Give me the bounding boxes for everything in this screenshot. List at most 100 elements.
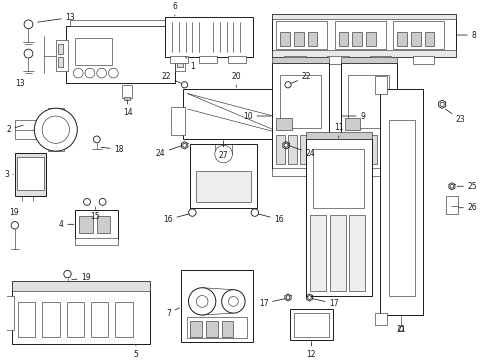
Circle shape <box>440 102 444 107</box>
Bar <box>288 107 302 135</box>
Bar <box>397 32 407 46</box>
Bar <box>48 108 64 116</box>
Bar <box>312 135 320 164</box>
Circle shape <box>189 288 216 315</box>
Text: 16: 16 <box>163 214 189 224</box>
Text: 22: 22 <box>291 72 311 83</box>
Circle shape <box>285 82 291 88</box>
Bar <box>288 135 297 164</box>
Bar <box>221 321 233 337</box>
Circle shape <box>308 296 311 299</box>
Text: 6: 6 <box>172 2 177 16</box>
Circle shape <box>450 184 454 188</box>
Text: 27: 27 <box>219 141 228 160</box>
Bar <box>48 143 64 151</box>
Bar <box>272 14 456 19</box>
Circle shape <box>399 326 404 331</box>
Text: 5: 5 <box>133 346 138 359</box>
Bar <box>97 216 110 233</box>
Bar <box>393 21 444 49</box>
Bar <box>58 58 63 67</box>
Bar <box>165 18 253 57</box>
Circle shape <box>221 290 245 313</box>
Bar <box>356 135 365 164</box>
Bar <box>368 135 377 164</box>
Bar <box>276 21 327 49</box>
Bar <box>124 96 130 100</box>
Bar <box>66 26 175 83</box>
Bar <box>339 32 348 46</box>
Circle shape <box>196 296 208 307</box>
Text: 24: 24 <box>289 146 315 158</box>
Text: 4: 4 <box>59 220 74 229</box>
Bar <box>12 281 150 344</box>
Text: 16: 16 <box>258 214 284 224</box>
Bar <box>12 281 150 291</box>
Bar <box>446 196 458 213</box>
Bar <box>294 313 329 337</box>
Bar <box>15 120 36 139</box>
Bar <box>177 58 183 67</box>
Bar <box>71 21 170 26</box>
Bar <box>272 63 329 169</box>
Bar <box>344 118 360 130</box>
Bar <box>375 76 387 94</box>
Circle shape <box>42 116 70 143</box>
Bar <box>341 57 397 63</box>
Text: 20: 20 <box>231 72 241 87</box>
Bar <box>75 38 112 65</box>
Text: 9: 9 <box>342 112 365 121</box>
Bar <box>280 75 321 128</box>
Text: 24: 24 <box>155 146 181 158</box>
Text: 25: 25 <box>457 182 477 191</box>
Bar <box>390 120 415 296</box>
Circle shape <box>181 82 188 88</box>
Bar <box>17 157 44 190</box>
Bar <box>177 44 183 54</box>
Bar <box>300 135 309 164</box>
Bar <box>366 32 376 46</box>
Bar <box>228 55 246 63</box>
Bar <box>122 85 132 98</box>
Text: 19: 19 <box>9 208 19 217</box>
Bar <box>67 302 84 337</box>
Bar <box>284 55 306 64</box>
Circle shape <box>34 108 77 151</box>
Bar <box>171 107 185 135</box>
Bar <box>380 135 389 164</box>
Circle shape <box>228 297 238 306</box>
Bar <box>330 215 345 291</box>
Bar <box>15 153 46 196</box>
Text: 13: 13 <box>38 13 75 22</box>
Bar <box>183 89 290 139</box>
Bar <box>276 135 285 164</box>
Text: 26: 26 <box>459 203 477 212</box>
Bar <box>42 302 60 337</box>
Circle shape <box>24 49 33 58</box>
Bar <box>187 317 247 338</box>
Text: 15: 15 <box>90 212 99 221</box>
Bar <box>352 32 362 46</box>
Bar <box>290 309 333 341</box>
Circle shape <box>215 145 232 163</box>
Text: 14: 14 <box>123 100 133 117</box>
Circle shape <box>11 222 19 229</box>
Bar <box>306 139 372 296</box>
Bar <box>58 44 63 54</box>
Text: 13: 13 <box>15 79 24 88</box>
Bar <box>306 132 372 139</box>
Bar <box>375 313 387 325</box>
Circle shape <box>85 68 95 78</box>
Circle shape <box>74 68 83 78</box>
Bar <box>115 302 133 337</box>
Circle shape <box>108 68 118 78</box>
Bar <box>272 14 456 57</box>
Bar <box>75 210 118 239</box>
Text: 3: 3 <box>4 170 13 179</box>
Text: 1: 1 <box>185 57 195 71</box>
Bar <box>175 40 185 71</box>
Bar <box>341 63 397 169</box>
Bar <box>170 55 188 63</box>
Bar <box>335 21 386 49</box>
Bar <box>272 168 329 176</box>
